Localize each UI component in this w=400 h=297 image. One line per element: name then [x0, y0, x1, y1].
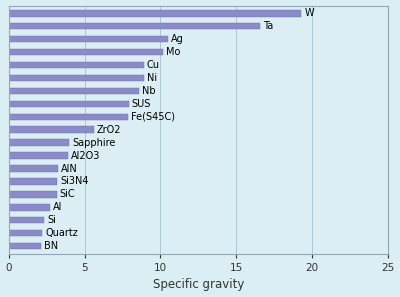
Bar — [9, 139, 69, 146]
Bar — [9, 23, 260, 29]
Bar — [9, 62, 144, 68]
Text: Si: Si — [47, 215, 56, 225]
Text: Si3N4: Si3N4 — [60, 176, 89, 187]
Text: Ag: Ag — [171, 34, 184, 44]
Bar — [9, 127, 94, 133]
Bar — [9, 217, 44, 223]
Text: Cu: Cu — [147, 60, 160, 70]
Bar — [9, 243, 41, 249]
Bar — [9, 36, 168, 42]
Text: Al: Al — [53, 202, 62, 212]
Text: Mo: Mo — [166, 47, 181, 57]
Text: Ni: Ni — [147, 73, 157, 83]
Bar — [9, 49, 164, 55]
Text: SUS: SUS — [132, 99, 151, 109]
Bar — [9, 230, 42, 236]
Bar — [9, 88, 139, 94]
Text: Sapphire: Sapphire — [72, 138, 116, 148]
Text: W: W — [304, 8, 314, 18]
Bar — [9, 204, 50, 211]
X-axis label: Specific gravity: Specific gravity — [153, 279, 244, 291]
Text: Nb: Nb — [142, 86, 156, 96]
Text: Fe(S45C): Fe(S45C) — [131, 112, 175, 122]
Bar — [9, 191, 57, 198]
Bar — [9, 165, 58, 172]
Bar — [9, 178, 57, 185]
Bar — [9, 101, 128, 107]
Text: Al2O3: Al2O3 — [71, 151, 100, 161]
Bar — [9, 75, 144, 81]
Bar — [9, 10, 302, 17]
Bar — [9, 113, 128, 120]
Bar — [9, 152, 68, 159]
Text: Quartz: Quartz — [45, 228, 78, 238]
Text: ZrO2: ZrO2 — [97, 125, 121, 135]
Text: AlN: AlN — [61, 164, 78, 173]
Text: BN: BN — [44, 241, 58, 251]
Text: SiC: SiC — [60, 189, 75, 199]
Text: Ta: Ta — [264, 21, 274, 31]
